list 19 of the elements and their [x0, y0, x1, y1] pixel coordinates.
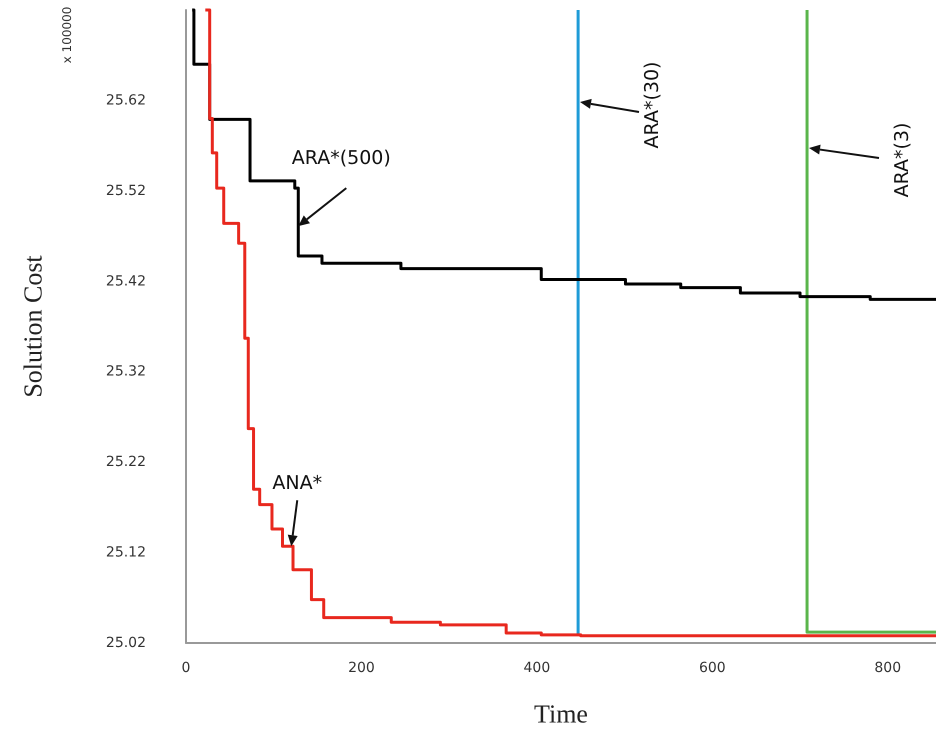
- y-tick-label: 25.22: [106, 454, 146, 470]
- annotation: ARA*(30): [641, 62, 663, 148]
- y-tick-label: 25.52: [106, 182, 146, 199]
- x-tick-label: 0: [182, 660, 190, 676]
- x-tick-label: 200: [348, 660, 375, 676]
- y-tick-label: 25.32: [106, 364, 146, 380]
- annotation: ANA*: [272, 472, 322, 494]
- y-tick-label: 25.62: [106, 92, 146, 108]
- text: x 100000: [60, 6, 74, 64]
- x-tick-label: 400: [524, 660, 550, 676]
- annotation: ARA*(500): [292, 147, 391, 170]
- y-tick-label: 25.42: [106, 273, 146, 290]
- x-tick-label: 800: [874, 660, 902, 676]
- y-tick-label: 25.12: [106, 544, 146, 561]
- x-axis-title: Time: [534, 700, 588, 728]
- y-tick-label: 25.02: [106, 635, 146, 651]
- annotation: ARA*(3): [891, 122, 913, 198]
- x-tick-label: 600: [698, 660, 726, 676]
- y-axis-title: Solution Cost: [18, 254, 48, 398]
